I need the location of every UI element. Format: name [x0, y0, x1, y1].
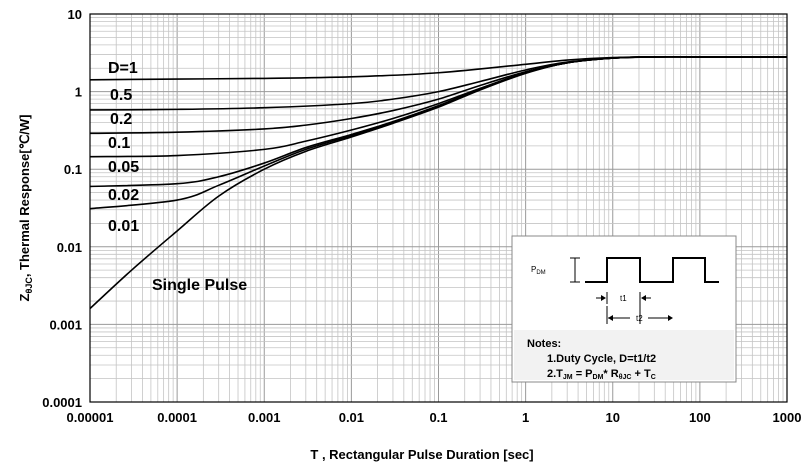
- note2-part-3: DM: [593, 374, 604, 381]
- pdm-label-main: P: [531, 265, 536, 274]
- curve-label-4: 0.05: [108, 159, 139, 176]
- pulse-waveform: [585, 257, 719, 283]
- y-axis-title-z: Z: [17, 294, 32, 302]
- x-tick-label: 10: [606, 410, 620, 425]
- t1-label: t1: [620, 294, 627, 303]
- x-tick-label: 0.001: [248, 410, 281, 425]
- curve-label-0: D=1: [108, 60, 138, 77]
- curve-label-1: 0.5: [110, 87, 132, 104]
- t2-arrowhead-right: [668, 315, 673, 321]
- note2-part-6: + T: [631, 368, 651, 380]
- notes-title: Notes:: [527, 338, 561, 350]
- t2-label: t2: [636, 314, 643, 323]
- y-tick-label: 0.0001: [42, 395, 82, 410]
- x-tick-label: 0.1: [429, 410, 447, 425]
- note-duty-cycle: 1.Duty Cycle, D=t1/t2: [547, 353, 656, 365]
- x-tick-label: 100: [689, 410, 711, 425]
- note2-part-5: θJC: [619, 374, 632, 381]
- series-line-6: [89, 56, 787, 310]
- curve-label-3: 0.1: [108, 135, 130, 152]
- plot-frame: [89, 13, 788, 403]
- x-axis-title: T , Rectangular Pulse Duration [sec]: [310, 447, 533, 462]
- x-tick-label: 1: [522, 410, 529, 425]
- curve-label-6: 0.01: [108, 218, 139, 235]
- y-tick-label: 10: [68, 7, 82, 22]
- x-tick-label: 1000: [773, 410, 802, 425]
- note2-part-2: = P: [573, 368, 593, 380]
- note2-part-7: C: [651, 374, 656, 381]
- y-axis-title-sub: θJC: [24, 277, 34, 294]
- curve-labels: D=1 0.5 0.2 0.1 0.05 0.02 0.01 Single Pulse: [108, 60, 247, 294]
- y-tick-label: 0.1: [64, 162, 82, 177]
- t1-arrowhead-left: [601, 295, 606, 301]
- t1-arrowhead-right: [641, 295, 646, 301]
- notes-panel: [514, 330, 734, 380]
- curve-label-7: Single Pulse: [152, 277, 247, 294]
- pdm-label: PDM: [531, 265, 546, 276]
- y-tick-label: 1: [75, 85, 82, 100]
- y-axis-title-rest: , Thermal Response[℃/W]: [17, 114, 32, 277]
- note2-part-1: JM: [563, 374, 573, 381]
- curve-label-5: 0.02: [108, 187, 139, 204]
- x-tick-label: 0.00001: [67, 410, 114, 425]
- x-tick-label: 0.01: [339, 410, 364, 425]
- inset-notes-box: PDM t1 t2 Notes: 1.Duty Cycle, D=t1/t2 2…: [511, 235, 737, 383]
- t2-arrowhead-left: [608, 315, 613, 321]
- note2-part-0: 2.T: [547, 368, 563, 380]
- note-tjm-formula: 2.TJM = PDM* RθJC + TC: [547, 368, 656, 381]
- tick-labels: 0.00001 0.0001 0.001 0.01 0.1 1 10 100 10001010.…: [42, 7, 801, 425]
- y-axis-title: ZθJC, Thermal Response[℃/W]: [17, 114, 34, 301]
- grid: [89, 14, 787, 403]
- y-tick-label: 0.001: [49, 317, 82, 332]
- curve-label-2: 0.2: [110, 111, 132, 128]
- y-tick-label: 0.01: [57, 240, 82, 255]
- note2-part-4: * R: [603, 368, 618, 380]
- series-lines: [89, 56, 787, 310]
- pdm-label-sub: DM: [536, 270, 545, 276]
- x-tick-label: 0.0001: [157, 410, 197, 425]
